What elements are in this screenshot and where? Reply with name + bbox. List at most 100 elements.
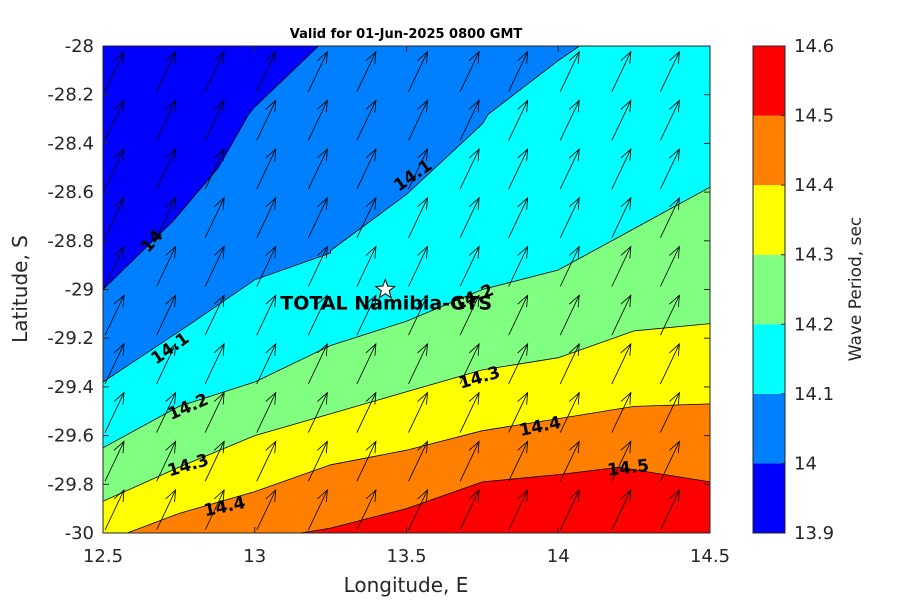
vector-shaft xyxy=(104,441,125,482)
vector-head xyxy=(468,196,480,210)
x-axis-title: Longitude, E xyxy=(344,573,469,597)
vector-head xyxy=(669,391,680,405)
vector-shaft xyxy=(559,246,580,287)
contour-fills xyxy=(103,46,710,533)
vector-shaft xyxy=(611,197,632,238)
vector-head xyxy=(265,50,277,64)
vector-shaft xyxy=(408,51,428,92)
vector-shaft xyxy=(104,197,125,238)
vector-head xyxy=(568,99,580,113)
vector-head xyxy=(468,391,480,405)
vector-head xyxy=(620,391,632,405)
vector-shaft xyxy=(660,295,680,336)
vector-shaft xyxy=(408,441,428,482)
vector-shaft xyxy=(204,295,225,336)
vector-shaft xyxy=(611,295,632,336)
vector-head xyxy=(365,50,377,64)
vector-shaft xyxy=(356,343,377,385)
vector-head xyxy=(213,440,225,454)
colorbar: 13.9 14 14.1 14.2 14.3 14.4 14.5 14.6 xyxy=(752,36,834,544)
vector-shaft xyxy=(156,51,176,92)
vector-shaft xyxy=(104,295,125,336)
y-tick-label: -29 xyxy=(65,280,94,301)
vector-head xyxy=(517,440,529,454)
vector-head xyxy=(620,196,632,210)
site-label: TOTAL Namibia-GTS xyxy=(280,293,492,315)
vector-head xyxy=(213,99,225,113)
vector-head xyxy=(669,440,680,454)
vector-shaft xyxy=(459,51,480,92)
vector-shaft xyxy=(660,51,680,92)
vector-shaft xyxy=(156,295,176,336)
vector-head xyxy=(417,99,428,113)
vector-head xyxy=(317,440,328,454)
vector-shaft xyxy=(156,343,176,385)
vector-shaft xyxy=(459,148,480,190)
vector-shaft xyxy=(156,392,176,433)
vector-shaft xyxy=(660,441,680,482)
vector-head xyxy=(365,342,377,356)
vector-head xyxy=(468,99,480,113)
vector-head xyxy=(365,99,377,113)
chart-title: Valid for 01-Jun-2025 0800 GMT xyxy=(290,27,523,42)
vector-head xyxy=(213,50,225,64)
vector-shaft xyxy=(356,197,377,238)
vector-shaft xyxy=(611,441,632,482)
site-marker-group: TOTAL Namibia-GTS xyxy=(280,278,492,315)
vector-shaft xyxy=(256,148,277,190)
vector-shaft xyxy=(559,148,580,190)
y-axis: -28 -28.2 -28.4 -28.6 -28.8 -29 -29.2 -29.4 -29.… xyxy=(47,36,710,544)
vector-shaft xyxy=(459,392,480,433)
vector-head xyxy=(468,440,480,454)
vector-head xyxy=(568,294,580,308)
vector-head xyxy=(213,245,225,259)
vector-head xyxy=(213,294,225,308)
vector-head xyxy=(317,245,328,259)
vector-shaft xyxy=(559,489,580,531)
y-tick-label: -29.4 xyxy=(47,377,94,398)
vector-head xyxy=(317,196,328,210)
vector-shaft xyxy=(104,246,125,287)
vector-head xyxy=(113,50,125,64)
vector-head xyxy=(568,245,580,259)
vector-shaft xyxy=(660,197,680,238)
vector-head xyxy=(517,391,529,405)
vector-shaft xyxy=(408,148,428,190)
vector-head xyxy=(517,342,529,356)
vector-shaft xyxy=(611,148,632,190)
vector-head xyxy=(417,342,428,356)
vector-head xyxy=(265,245,277,259)
vector-head xyxy=(113,99,125,113)
vector-head xyxy=(165,148,177,162)
vector-head xyxy=(417,50,428,64)
colorbar-frame xyxy=(752,45,786,534)
vector-shaft xyxy=(508,295,529,336)
vector-head xyxy=(113,294,125,308)
vector-shaft xyxy=(204,441,225,482)
vector-head xyxy=(365,196,377,210)
vector-shaft xyxy=(508,197,529,238)
vector-shaft xyxy=(307,51,328,92)
vector-shaft xyxy=(204,392,225,433)
vector-shaft xyxy=(660,489,680,531)
vector-shaft xyxy=(256,100,277,141)
vector-shaft xyxy=(559,100,580,141)
vector-head xyxy=(417,148,428,162)
vector-shaft xyxy=(256,197,277,238)
vector-head xyxy=(620,148,632,162)
vector-shaft xyxy=(256,489,277,531)
contour-line-14.2 xyxy=(103,186,710,449)
vector-head xyxy=(468,50,480,64)
vector-shaft xyxy=(356,441,377,482)
vector-shaft xyxy=(408,343,428,385)
vector-shaft xyxy=(307,100,328,141)
vector-head xyxy=(165,342,177,356)
vector-shaft xyxy=(104,343,125,385)
vector-head xyxy=(417,196,428,210)
vector-shaft xyxy=(559,295,580,336)
vector-shaft xyxy=(559,197,580,238)
vector-shaft xyxy=(459,246,480,287)
vector-head xyxy=(113,342,125,356)
colorbar-title: Wave Period, sec xyxy=(846,217,866,362)
vector-head xyxy=(669,342,680,356)
